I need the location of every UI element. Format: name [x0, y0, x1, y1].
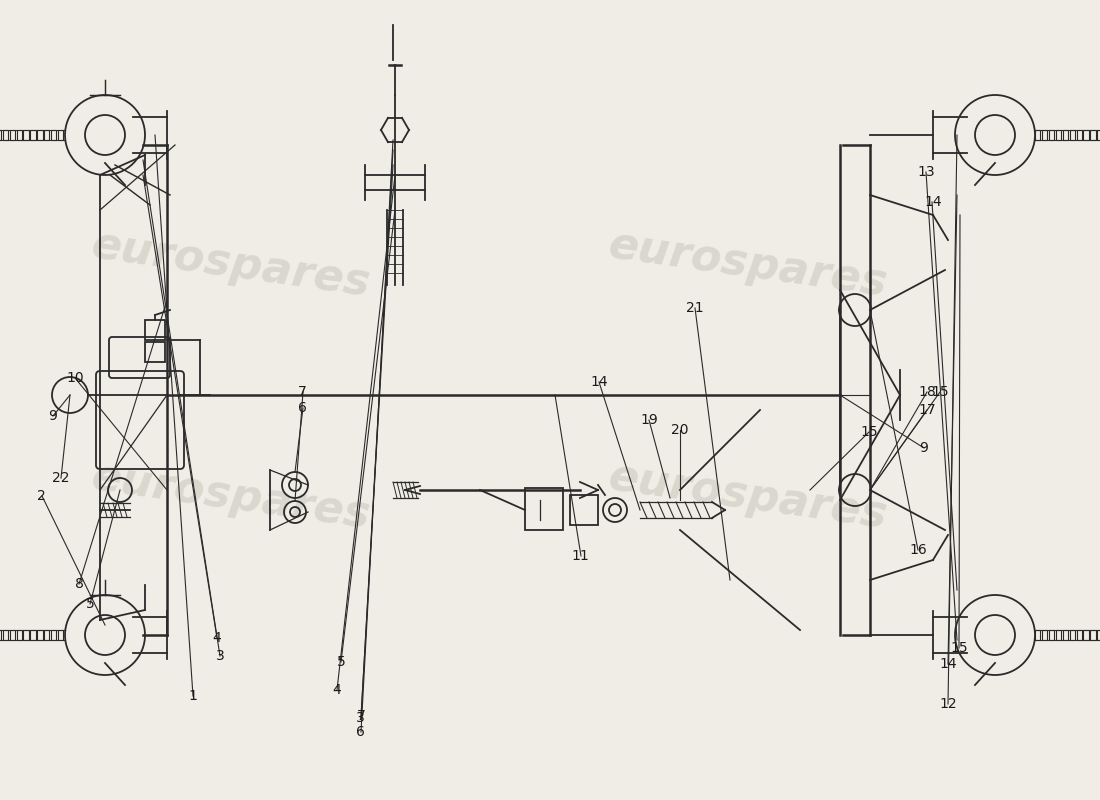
Text: 2: 2	[37, 489, 46, 503]
Bar	[145, 342, 165, 362]
Text: 5: 5	[337, 655, 345, 670]
Text: 14: 14	[939, 657, 957, 671]
Text: eurospares: eurospares	[89, 455, 373, 537]
Text: 12: 12	[939, 697, 957, 711]
Text: 4: 4	[332, 682, 341, 697]
Text: 14: 14	[924, 194, 942, 209]
Text: 15: 15	[932, 385, 949, 399]
Text: 17: 17	[918, 402, 936, 417]
Text: 9: 9	[920, 441, 928, 455]
Text: 18: 18	[918, 385, 936, 399]
Text: 3: 3	[356, 711, 365, 726]
Text: 8: 8	[75, 577, 84, 591]
Text: 16: 16	[910, 543, 927, 558]
Text: 10: 10	[66, 370, 84, 385]
Text: 13: 13	[917, 165, 935, 179]
Text: 6: 6	[356, 725, 365, 739]
Text: 5: 5	[86, 597, 95, 611]
Text: 11: 11	[572, 549, 590, 563]
Text: 19: 19	[640, 413, 658, 427]
Text: eurospares: eurospares	[606, 455, 890, 537]
Text: 7: 7	[298, 385, 307, 399]
Text: 15: 15	[950, 641, 968, 655]
Bar	[570, 495, 598, 525]
Text: 3: 3	[216, 649, 224, 663]
Text: 1: 1	[188, 689, 197, 703]
Text: 9: 9	[48, 409, 57, 423]
Text: 15: 15	[860, 425, 878, 439]
Text: eurospares: eurospares	[606, 223, 890, 305]
Text: 21: 21	[686, 301, 704, 315]
Text: 6: 6	[298, 401, 307, 415]
Text: 7: 7	[356, 709, 365, 723]
Text: 14: 14	[591, 375, 608, 390]
Text: 4: 4	[212, 631, 221, 646]
Bar	[145, 320, 165, 340]
Bar	[525, 488, 563, 530]
Text: eurospares: eurospares	[89, 223, 373, 305]
Text: 22: 22	[52, 471, 69, 486]
Text: 20: 20	[671, 423, 689, 438]
